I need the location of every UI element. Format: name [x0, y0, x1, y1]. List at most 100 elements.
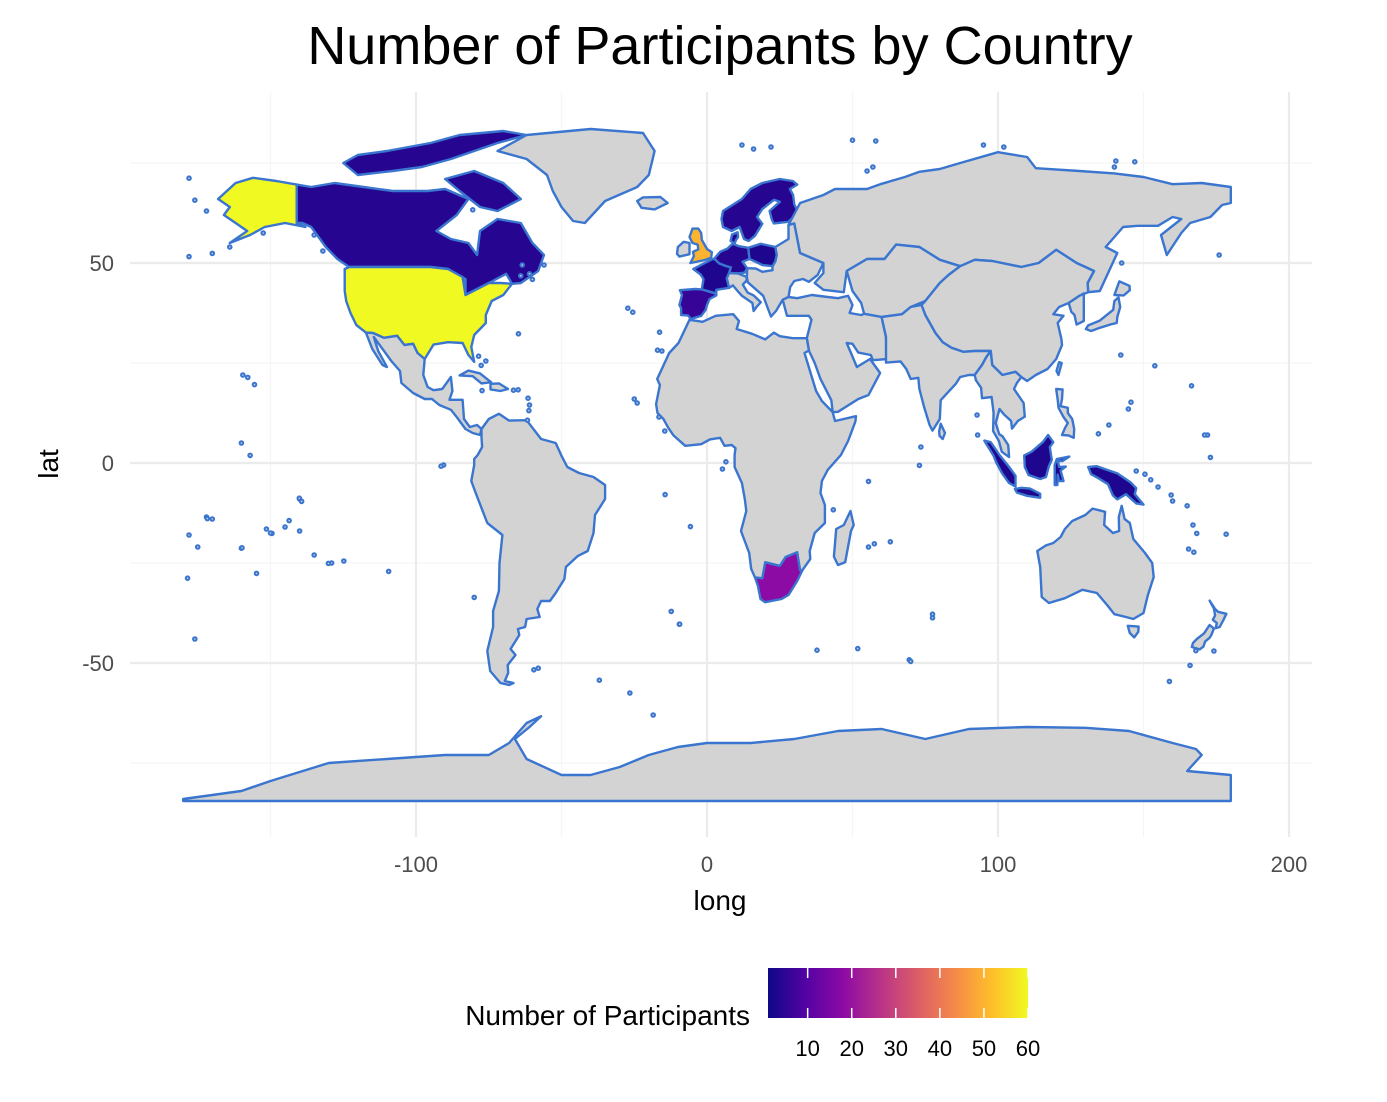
legend-tick-label: 40 [928, 1036, 952, 1061]
island-dot [341, 558, 347, 564]
island-dot [1142, 471, 1148, 478]
island-dot [1188, 383, 1195, 389]
region-south-asia [880, 303, 992, 432]
island-dot [245, 374, 251, 381]
island-dot [980, 142, 987, 148]
island-dot [282, 524, 288, 530]
island-dot [1187, 662, 1193, 669]
island-dot [870, 164, 876, 170]
legend-tick-label: 50 [972, 1036, 996, 1061]
island-dot [186, 532, 192, 538]
island-dot [1147, 477, 1154, 483]
region-great-britain [688, 227, 714, 265]
island-dot [814, 647, 820, 654]
region-sulawesi [1053, 455, 1071, 487]
region-madagascar [832, 509, 855, 567]
map-layer [182, 127, 1232, 803]
island-dot [872, 138, 879, 144]
region-greenland [496, 127, 656, 225]
island-dot [676, 621, 683, 628]
island-dot [529, 276, 536, 283]
island-dot [192, 197, 198, 203]
region-java [1013, 486, 1042, 499]
island-dot [203, 208, 210, 214]
island-dot [918, 444, 924, 450]
region-hokkaido [1113, 280, 1131, 297]
region-japan [1084, 296, 1122, 333]
x-tick-label: 0 [701, 852, 713, 877]
island-dot [656, 414, 662, 420]
region-canadian-arctic [342, 129, 528, 177]
island-dot [510, 387, 517, 394]
island-dot [625, 305, 631, 312]
island-dot [634, 400, 640, 406]
island-dot [887, 539, 894, 545]
region-southeast-asia [973, 349, 1026, 459]
island-dot [1095, 431, 1102, 437]
island-dot [849, 137, 856, 143]
island-dot [526, 407, 532, 414]
island-dot [194, 544, 201, 550]
island-dot [1216, 252, 1222, 258]
island-dot [1201, 432, 1208, 438]
region-baffin-island [443, 169, 522, 213]
island-dot [186, 253, 192, 260]
island-dot [1190, 522, 1196, 528]
region-tasmania [1126, 624, 1140, 639]
island-dot [541, 262, 547, 268]
island-dot [515, 331, 522, 337]
island-dot [524, 417, 531, 424]
island-dot [654, 347, 661, 354]
island-dot [1207, 454, 1214, 461]
island-dot [650, 712, 656, 718]
island-dot [226, 244, 233, 250]
island-dot [471, 594, 478, 601]
island-dot [865, 478, 872, 485]
island-dot [240, 372, 246, 378]
island-dot [184, 575, 191, 582]
region-denmark [729, 231, 740, 245]
island-dot [311, 232, 317, 238]
island-dot [1169, 498, 1176, 504]
region-new-guinea [1087, 465, 1145, 506]
region-taiwan [1055, 361, 1063, 377]
island-dot [662, 491, 668, 498]
x-tick-label: 200 [1271, 852, 1308, 877]
island-dot [238, 440, 245, 446]
island-dot [662, 428, 668, 434]
island-dot [1191, 549, 1197, 556]
island-dot [659, 348, 665, 354]
island-dot [260, 230, 267, 236]
island-dot [907, 658, 914, 665]
island-dot [1211, 648, 1217, 654]
island-dot [1193, 530, 1200, 537]
island-dot [296, 528, 303, 534]
island-dot [526, 402, 533, 408]
island-dot [1118, 352, 1124, 358]
x-axis-ticks: -100 0 100 200 [394, 852, 1307, 877]
island-dot [1131, 159, 1138, 165]
x-tick-label: 100 [980, 852, 1017, 877]
chart-title: Number of Participants by Country [307, 16, 1132, 76]
island-dot [253, 570, 260, 577]
region-korea [1067, 292, 1085, 326]
island-dot [286, 517, 292, 524]
legend-tick-label: 30 [884, 1036, 908, 1061]
island-dot [1155, 484, 1161, 490]
island-dot [209, 250, 216, 257]
island-dot [531, 667, 537, 673]
island-dot [385, 568, 392, 575]
island-dot [974, 432, 981, 438]
island-dot [239, 545, 245, 551]
island-dot [475, 353, 482, 360]
island-dot [479, 387, 485, 394]
island-dot [204, 515, 211, 522]
island-dot [864, 168, 870, 174]
x-axis-title: long [694, 885, 747, 916]
region-italy [725, 271, 762, 313]
island-dot [739, 142, 745, 148]
island-dot [1113, 158, 1119, 164]
legend-ticks: 10 20 30 40 50 60 [795, 968, 1040, 1061]
island-dot [631, 396, 638, 402]
